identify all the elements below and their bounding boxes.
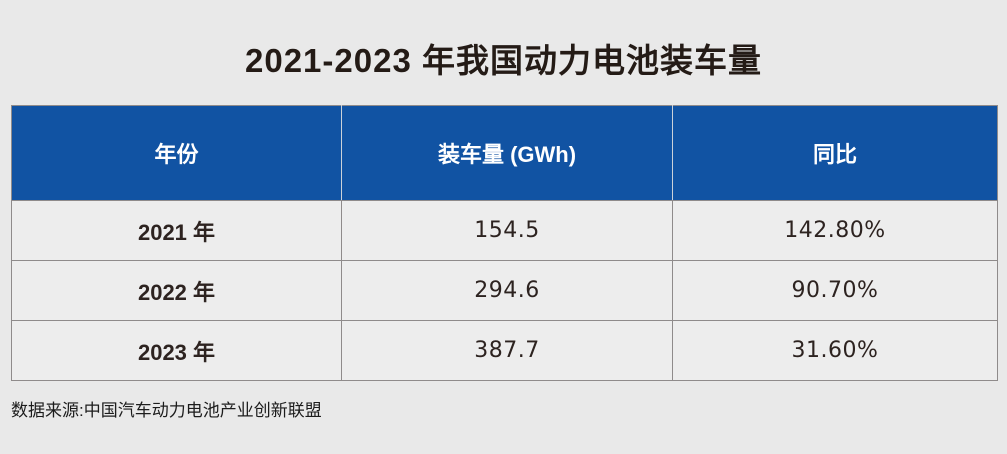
cell-yoy-2023: 31.60% <box>672 320 998 381</box>
header-installed-volume: 装车量 (GWh) <box>341 105 673 201</box>
header-yoy: 同比 <box>672 105 998 201</box>
battery-data-table: 年份 装车量 (GWh) 同比 2021 年 154.5 142.80% 202… <box>11 105 998 381</box>
cell-year-2022: 2022 年 <box>11 260 342 321</box>
cell-volume-2023: 387.7 <box>341 320 673 381</box>
table-row-2021: 2021 年 154.5 142.80% <box>11 200 998 261</box>
table-row-2023: 2023 年 387.7 31.60% <box>11 320 998 381</box>
header-year: 年份 <box>11 105 342 201</box>
cell-year-2021: 2021 年 <box>11 200 342 261</box>
cell-year-2023: 2023 年 <box>11 320 342 381</box>
page-title: 2021-2023 年我国动力电池装车量 <box>245 42 762 79</box>
cell-volume-2021: 154.5 <box>341 200 673 261</box>
cell-volume-2022: 294.6 <box>341 260 673 321</box>
data-source-note: 数据来源:中国汽车动力电池产业创新联盟 <box>11 401 322 420</box>
table-header-row: 年份 装车量 (GWh) 同比 <box>11 105 998 201</box>
table-row-2022: 2022 年 294.6 90.70% <box>11 260 998 321</box>
cell-yoy-2022: 90.70% <box>672 260 998 321</box>
cell-yoy-2021: 142.80% <box>672 200 998 261</box>
